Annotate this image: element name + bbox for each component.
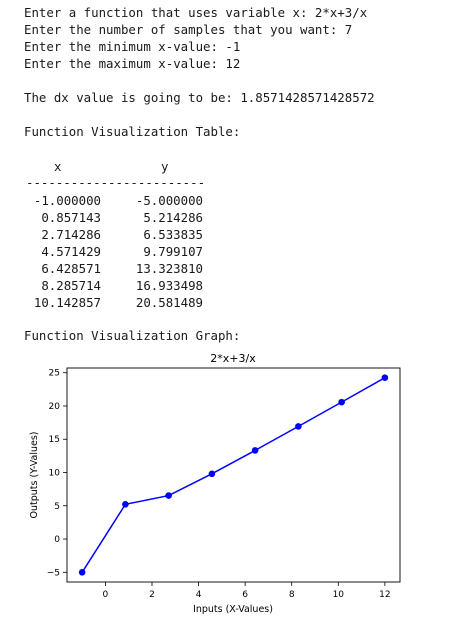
y-tick-label: −5 — [47, 568, 60, 578]
table-row-y: 5.214286 — [143, 210, 203, 225]
table-header-x: x — [54, 159, 62, 174]
x-tick-label: 12 — [379, 590, 390, 600]
data-point — [165, 492, 172, 499]
x-tick-label: 8 — [289, 590, 295, 600]
table-row-y: 20.581489 — [135, 295, 203, 310]
table-row-x: 2.714286 — [41, 227, 101, 242]
table-row-y: -5.000000 — [135, 193, 203, 208]
prompt-max-x: Enter the maximum x-value: 12 — [24, 56, 241, 71]
prompt-function: Enter a function that uses variable x: 2… — [24, 5, 368, 20]
data-point — [295, 423, 302, 430]
data-point — [122, 501, 129, 508]
x-tick-label: 2 — [149, 590, 155, 600]
table-row-x: 4.571429 — [41, 244, 101, 259]
y-axis: −5 0 5 10 15 20 25 — [47, 369, 67, 578]
table-row-x: 10.142857 — [33, 295, 101, 310]
y-tick-label: 15 — [49, 435, 60, 445]
x-tick-label: 0 — [103, 590, 109, 600]
data-point — [78, 568, 86, 576]
table-separator: ------------------------ — [26, 175, 206, 190]
table-row-x: 0.857143 — [41, 210, 101, 225]
graph-heading: Function Visualization Graph: — [24, 328, 241, 343]
table-row-y: 9.799107 — [143, 244, 203, 259]
table-row-y: 16.933498 — [135, 278, 203, 293]
table-row-x: 8.285714 — [41, 278, 101, 293]
prompt-min-x: Enter the minimum x-value: -1 — [24, 39, 241, 54]
y-tick-label: 10 — [49, 469, 61, 479]
x-tick-label: 10 — [333, 590, 345, 600]
x-axis: 0 2 4 6 8 10 12 — [103, 582, 391, 600]
data-point — [338, 398, 345, 406]
x-tick-label: 4 — [196, 590, 202, 600]
table-header-y: y — [161, 159, 169, 174]
y-tick-label: 20 — [49, 402, 61, 412]
x-tick-label: 6 — [242, 590, 248, 600]
table-row-x: 6.428571 — [41, 261, 101, 276]
y-tick-label: 5 — [54, 502, 60, 512]
plot-frame — [66, 367, 401, 583]
dx-line: The dx value is going to be: 1.857142857… — [24, 90, 375, 105]
data-point — [251, 447, 259, 454]
y-tick-label: 25 — [49, 369, 60, 379]
series-points — [78, 374, 389, 576]
prompt-samples: Enter the number of samples that you wan… — [24, 22, 353, 37]
series-line — [81, 377, 386, 573]
x-axis-label: Inputs (X-Values) — [193, 604, 273, 615]
data-point — [208, 470, 216, 478]
table-row-y: 6.533835 — [143, 227, 203, 242]
y-axis-label: Outputs (Y-Values) — [29, 432, 40, 519]
table-row-x: -1.000000 — [33, 193, 101, 208]
table-row-y: 13.323810 — [135, 261, 203, 276]
y-tick-label: 0 — [54, 535, 60, 545]
chart-title: 2*x+3/x — [210, 352, 256, 365]
data-point — [381, 374, 389, 382]
table-heading: Function Visualization Table: — [24, 124, 241, 139]
